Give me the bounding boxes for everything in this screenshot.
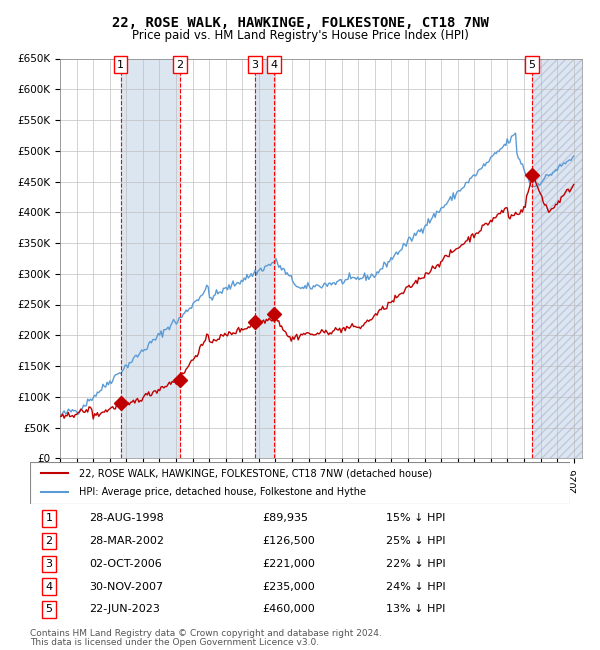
Bar xyxy=(532,58,582,458)
Text: 28-AUG-1998: 28-AUG-1998 xyxy=(89,514,164,523)
Text: 22-JUN-2023: 22-JUN-2023 xyxy=(89,604,160,614)
Text: 1: 1 xyxy=(46,514,52,523)
Text: 22, ROSE WALK, HAWKINGE, FOLKESTONE, CT18 7NW: 22, ROSE WALK, HAWKINGE, FOLKESTONE, CT1… xyxy=(112,16,488,31)
Text: £221,000: £221,000 xyxy=(262,559,315,569)
Text: HPI: Average price, detached house, Folkestone and Hythe: HPI: Average price, detached house, Folk… xyxy=(79,487,365,497)
Bar xyxy=(121,58,180,458)
Text: £126,500: £126,500 xyxy=(262,536,315,546)
Text: 4: 4 xyxy=(271,60,278,70)
Bar xyxy=(532,58,582,458)
Text: 28-MAR-2002: 28-MAR-2002 xyxy=(89,536,164,546)
Text: 4: 4 xyxy=(46,582,52,592)
Text: 22% ↓ HPI: 22% ↓ HPI xyxy=(386,559,446,569)
Text: 22, ROSE WALK, HAWKINGE, FOLKESTONE, CT18 7NW (detached house): 22, ROSE WALK, HAWKINGE, FOLKESTONE, CT1… xyxy=(79,469,432,478)
Text: 13% ↓ HPI: 13% ↓ HPI xyxy=(386,604,446,614)
Text: £460,000: £460,000 xyxy=(262,604,315,614)
Text: Price paid vs. HM Land Registry's House Price Index (HPI): Price paid vs. HM Land Registry's House … xyxy=(131,29,469,42)
Text: 2: 2 xyxy=(176,60,184,70)
Text: 3: 3 xyxy=(251,60,258,70)
Text: 25% ↓ HPI: 25% ↓ HPI xyxy=(386,536,446,546)
Text: 2: 2 xyxy=(46,536,52,546)
Text: £235,000: £235,000 xyxy=(262,582,315,592)
Text: 3: 3 xyxy=(46,559,52,569)
Text: 5: 5 xyxy=(46,604,52,614)
Text: 02-OCT-2006: 02-OCT-2006 xyxy=(89,559,162,569)
Bar xyxy=(255,58,274,458)
Text: 5: 5 xyxy=(528,60,535,70)
Text: £89,935: £89,935 xyxy=(262,514,308,523)
FancyBboxPatch shape xyxy=(30,462,570,504)
Text: Contains HM Land Registry data © Crown copyright and database right 2024.: Contains HM Land Registry data © Crown c… xyxy=(30,629,382,638)
Text: This data is licensed under the Open Government Licence v3.0.: This data is licensed under the Open Gov… xyxy=(30,638,319,647)
Text: 1: 1 xyxy=(117,60,124,70)
Text: 30-NOV-2007: 30-NOV-2007 xyxy=(89,582,164,592)
Text: 15% ↓ HPI: 15% ↓ HPI xyxy=(386,514,446,523)
Text: 24% ↓ HPI: 24% ↓ HPI xyxy=(386,582,446,592)
Bar xyxy=(532,58,582,458)
